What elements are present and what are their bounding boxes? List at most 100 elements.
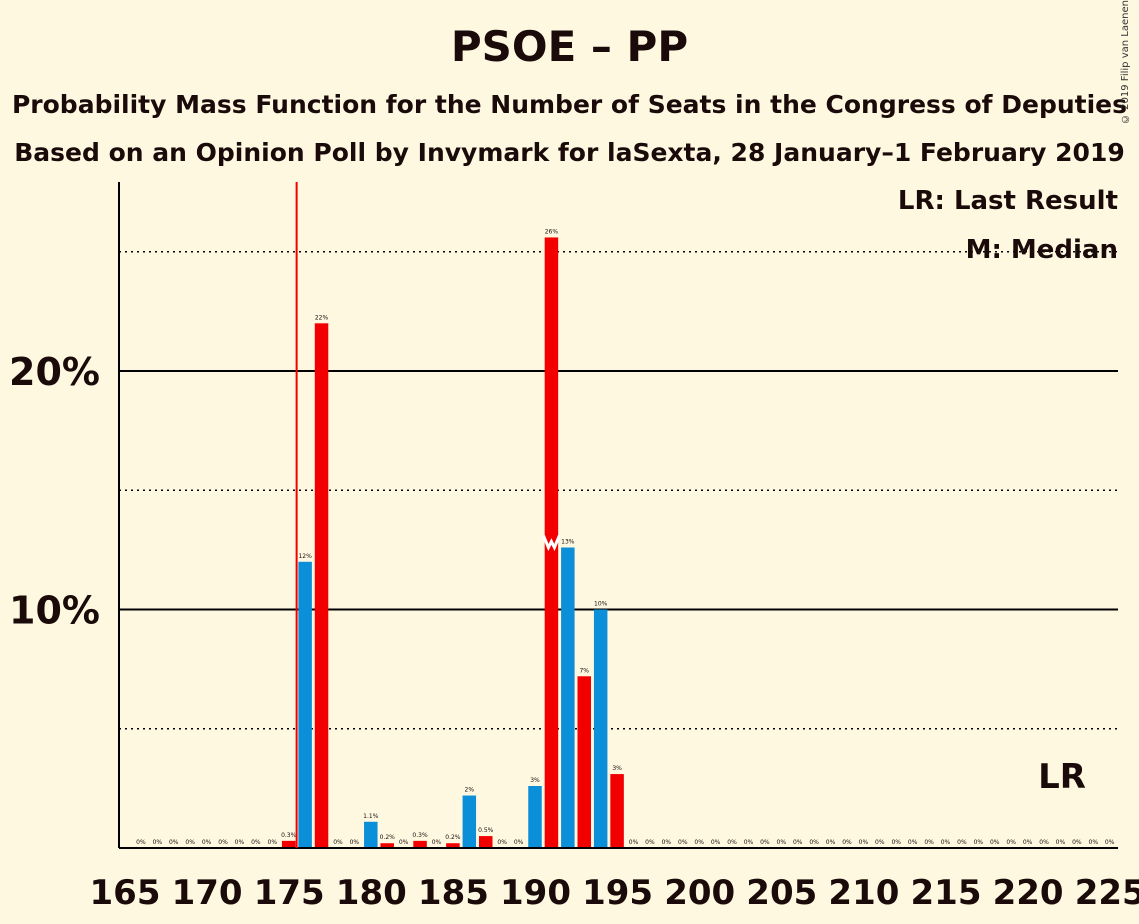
x-tick-label-175: 175	[254, 873, 325, 913]
chart-tick-labels: 10% 20% 165 170 175 180 185 190 195 200 205 210 215 2…	[9, 350, 1139, 913]
bar-label-seat-194: 10%	[594, 601, 608, 608]
x-tick-label-195: 195	[582, 873, 653, 913]
bar-label-seat-175: 0.3%	[281, 832, 297, 839]
bar-label-seat-215: 0%	[941, 839, 951, 846]
bar-seat-176	[298, 561, 312, 848]
bar-label-seat-185: 0.2%	[445, 834, 461, 841]
bar-label-seat-206: 0%	[793, 839, 803, 846]
bar-label-seat-201: 0%	[711, 839, 721, 846]
bar-label-seat-173: 0%	[251, 839, 261, 846]
bar-label-seat-190: 3%	[530, 777, 540, 784]
x-tick-label-165: 165	[90, 873, 161, 913]
bar-label-seat-188: 0%	[497, 839, 507, 846]
bar-label-seat-197: 0%	[645, 839, 655, 846]
bar-seat-177	[314, 323, 329, 848]
bar-label-seat-176: 12%	[298, 553, 312, 560]
x-tick-label-200: 200	[664, 873, 735, 913]
bar-label-seat-204: 0%	[760, 839, 770, 846]
bar-label-seat-183: 0.3%	[412, 832, 428, 839]
x-tick-label-215: 215	[911, 873, 982, 913]
bar-label-seat-174: 0%	[268, 839, 278, 846]
bar-label-seat-169: 0%	[185, 839, 195, 846]
bar-seat-187	[478, 836, 493, 848]
bar-label-seat-220: 0%	[1023, 839, 1033, 846]
bar-label-seat-211: 0%	[875, 839, 885, 846]
chart-title: PSOE – PP	[450, 22, 689, 71]
bar-label-seat-210: 0%	[859, 839, 869, 846]
bar-seat-180	[364, 821, 378, 848]
bar-label-seat-184: 0%	[432, 839, 442, 846]
x-tick-label-210: 210	[828, 873, 899, 913]
bar-label-seat-200: 0%	[694, 839, 704, 846]
bar-label-seat-208: 0%	[826, 839, 836, 846]
bar-label-seat-218: 0%	[990, 839, 1000, 846]
bar-seat-186	[462, 795, 477, 848]
bar-label-seat-195: 3%	[612, 765, 622, 772]
bar-label-seat-182: 0%	[399, 839, 409, 846]
chart-subtitle-line2: Based on an Opinion Poll by Invymark for…	[14, 138, 1125, 167]
bar-label-seat-168: 0%	[169, 839, 179, 846]
bar-seat-193	[577, 676, 592, 848]
last-result-label: LR	[1038, 757, 1086, 797]
bar-label-seat-209: 0%	[842, 839, 852, 846]
bar-label-seat-171: 0%	[218, 839, 228, 846]
bar-label-seat-198: 0%	[662, 839, 672, 846]
x-tick-label-225: 225	[1075, 873, 1139, 913]
bar-seat-192	[561, 547, 575, 848]
chart-markers: LR	[295, 182, 1086, 848]
chart-gridlines	[119, 251, 1118, 730]
chart-axes	[118, 182, 1118, 849]
bar-seat-175	[281, 840, 296, 848]
bar-label-seat-181: 0.2%	[380, 834, 396, 841]
bar-label-seat-212: 0%	[891, 839, 901, 846]
bar-label-seat-213: 0%	[908, 839, 918, 846]
bar-label-seat-217: 0%	[974, 839, 984, 846]
chart-bars	[281, 237, 624, 848]
bar-label-seat-205: 0%	[777, 839, 787, 846]
legend-last-result: LR: Last Result	[898, 186, 1118, 216]
bar-seat-190	[528, 785, 542, 848]
bar-label-seat-202: 0%	[727, 839, 737, 846]
x-tick-label-205: 205	[746, 873, 817, 913]
bar-label-seat-167: 0%	[153, 839, 163, 846]
bar-label-seat-187: 0.5%	[478, 827, 494, 834]
chart-bar-labels: 0% 0% 0% 0% 0% 0% 0% 0% 0%0.3%12%22%0% 0%1.1%0.2%…	[136, 228, 1115, 846]
bar-label-seat-207: 0%	[809, 839, 819, 846]
bar-seat-181	[380, 843, 394, 848]
bar-label-seat-199: 0%	[678, 839, 688, 846]
y-tick-label-20: 20%	[9, 350, 100, 394]
bar-label-seat-180: 1.1%	[363, 813, 379, 820]
bar-label-seat-222: 0%	[1056, 839, 1066, 846]
bar-label-seat-178: 0%	[333, 839, 343, 846]
legend-median: M: Median	[966, 235, 1118, 265]
bar-label-seat-221: 0%	[1039, 839, 1049, 846]
bar-label-seat-189: 0%	[514, 839, 524, 846]
bar-label-seat-214: 0%	[924, 839, 934, 846]
bar-label-seat-170: 0%	[202, 839, 212, 846]
chart-subtitle-line1: Probability Mass Function for the Number…	[11, 90, 1128, 119]
x-tick-label-170: 170	[172, 873, 243, 913]
bar-label-seat-192: 13%	[561, 538, 575, 545]
bar-seat-183	[413, 840, 427, 848]
x-tick-label-220: 220	[993, 873, 1064, 913]
x-tick-label-185: 185	[418, 873, 489, 913]
bar-label-seat-224: 0%	[1089, 839, 1099, 846]
bar-label-seat-179: 0%	[350, 839, 360, 846]
x-tick-label-180: 180	[336, 873, 407, 913]
bar-label-seat-191: 26%	[545, 228, 559, 235]
bar-label-seat-193: 7%	[579, 667, 589, 674]
bar-label-seat-203: 0%	[744, 839, 754, 846]
y-tick-label-10: 10%	[9, 589, 100, 633]
bar-label-seat-223: 0%	[1072, 839, 1082, 846]
median-marker	[542, 534, 561, 552]
bar-label-seat-216: 0%	[957, 839, 967, 846]
x-tick-label-190: 190	[500, 873, 571, 913]
bar-label-seat-186: 2%	[465, 787, 475, 794]
bar-label-seat-172: 0%	[235, 839, 245, 846]
bar-label-seat-219: 0%	[1006, 839, 1016, 846]
bar-seat-194	[593, 609, 608, 848]
bar-label-seat-225: 0%	[1105, 839, 1115, 846]
bar-label-seat-177: 22%	[315, 314, 329, 321]
bar-seat-195	[610, 774, 624, 848]
